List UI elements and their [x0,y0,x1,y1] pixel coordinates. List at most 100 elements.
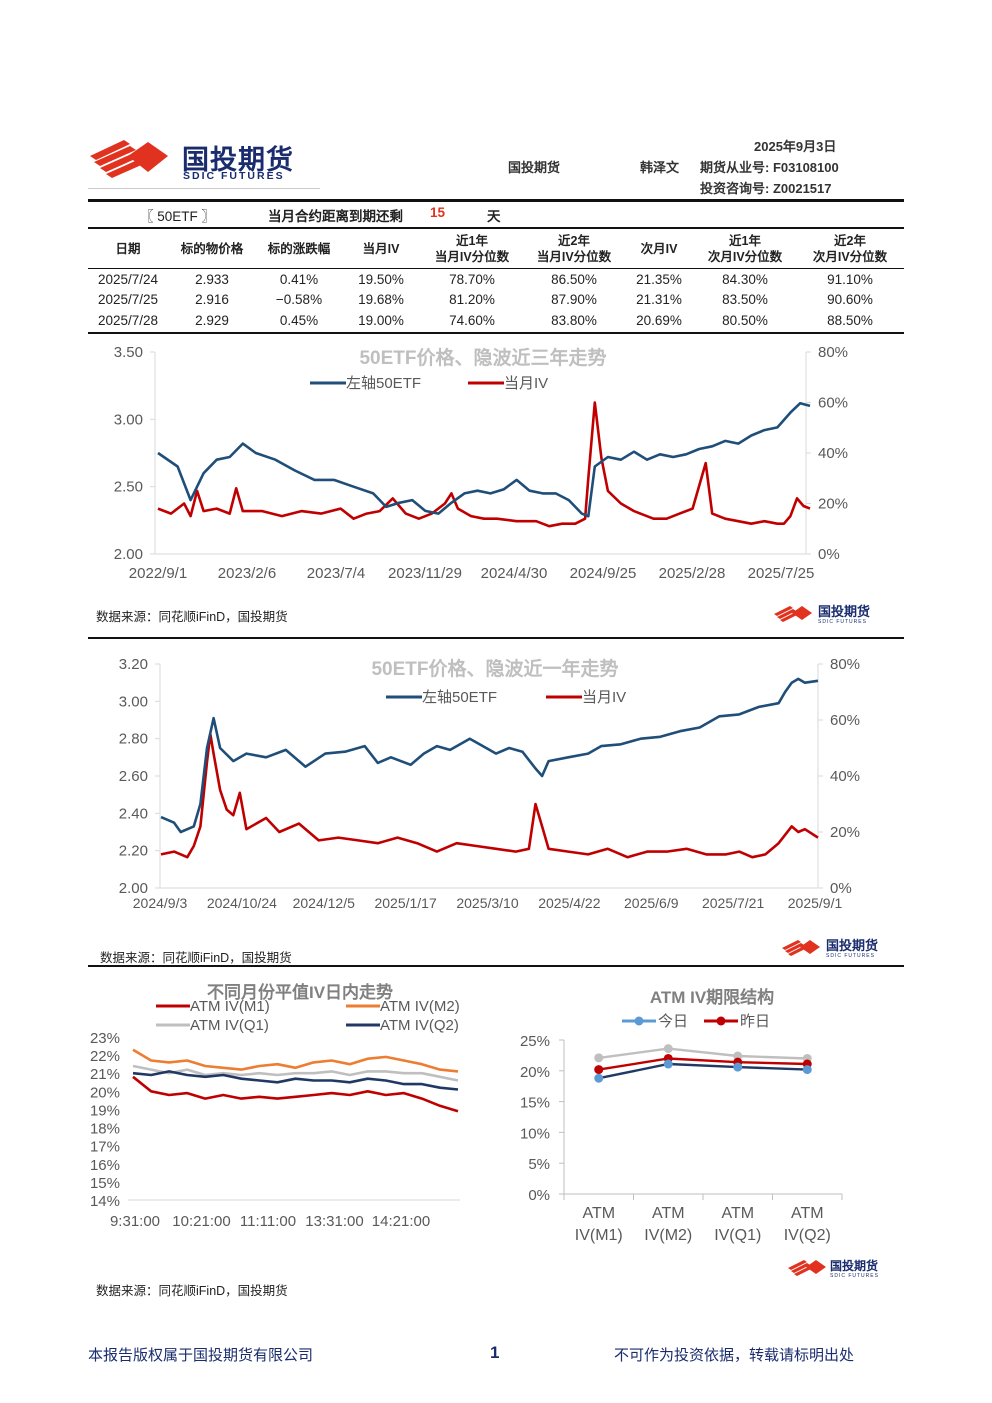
x-category-label: IV(M1) [575,1227,623,1244]
table-header-cell: 近2年 次月IV分位数 [796,230,904,269]
series-line [132,1070,459,1091]
data-point [802,1065,812,1075]
y-tick-label: 15% [520,1095,550,1112]
product-label: 〖 50ETF 〗 [140,209,216,224]
x-tick-label: 2024/9/3 [133,895,188,911]
company-name: 国投期货 [508,160,561,175]
chart-title: 不同月份平值IV日内走势 [207,982,393,1002]
x-tick-label: 2025/1/17 [374,895,436,911]
y-left-tick-label: 2.00 [119,880,148,897]
table-header-cell: 标的涨跌幅 [256,230,342,269]
table-cell: 2025/7/28 [97,312,159,328]
y-left-tick-label: 2.60 [119,768,148,785]
svg-text:SDIC FUTURES: SDIC FUTURES [830,1273,879,1278]
x-tick-label: 2025/7/21 [702,895,764,911]
footer-disclaimer: 不可作为投资依据，转载请标明出处 [614,1346,855,1364]
x-tick-label: 2025/7/25 [748,565,815,582]
svg-text:SDIC FUTURES: SDIC FUTURES [826,953,875,958]
table-header-cell: 标的物价格 [168,230,256,269]
logo-mark-icon [90,140,168,178]
y-tick-label: 22% [90,1048,120,1065]
x-category-label: IV(M2) [644,1227,692,1244]
data-point [733,1062,743,1072]
table-cell: 2.916 [195,292,229,308]
y-left-tick-label: 3.00 [114,411,143,428]
x-tick-label: 2022/9/1 [129,565,187,582]
y-right-tick-label: 0% [818,546,840,563]
legend-marker [716,1016,726,1026]
svg-text:国投期货: 国投期货 [826,938,878,953]
y-left-tick-label: 2.40 [119,805,148,822]
table-cell: 0.41% [279,271,319,287]
section-rule-2 [88,965,904,967]
y-right-tick-label: 0% [830,880,852,897]
legend-label: 今日 [658,1013,688,1030]
x-tick-label: 2023/7/4 [307,565,365,582]
table-cell: 88.50% [827,312,873,328]
logo-en: SDIC FUTURES [183,170,285,182]
x-tick-label: 2024/10/24 [207,895,277,911]
table-cell: 2025/7/25 [97,292,159,308]
analyst-name: 韩泽文 [640,160,680,175]
svg-text:国投期货: 国投期货 [830,1258,878,1273]
expiry-unit: 天 [487,209,501,224]
data-point [663,1059,673,1069]
legend-label: ATM IV(M2) [380,998,460,1015]
x-category-label: ATM [791,1205,824,1222]
x-category-label: IV(Q1) [714,1227,761,1244]
x-tick-label: 2024/4/30 [481,565,548,582]
data-point [594,1065,604,1075]
report-date: 2025年9月3日 [754,139,837,154]
table-cell: 91.10% [827,271,873,287]
mini-logo-2: 国投期货 SDIC FUTURES [780,936,900,963]
y-right-tick-label: 60% [818,395,848,412]
y-tick-label: 14% [90,1193,120,1210]
table-header-cell: 近1年 当月IV分位数 [420,230,524,269]
x-tick-label: 2025/6/9 [624,895,679,911]
y-left-tick-label: 2.00 [114,546,143,563]
table-cell: 90.60% [827,292,873,308]
legend-label: ATM IV(Q2) [380,1017,459,1034]
x-tick-label: 14:21:00 [372,1213,430,1230]
y-left-tick-label: 3.50 [114,344,143,361]
x-tick-label: 2023/11/29 [388,565,462,582]
table-cell: 2.929 [195,312,229,328]
logo-cn: 国投期货 [182,145,294,175]
x-category-label: ATM [721,1205,754,1222]
x-tick-label: 2024/12/5 [293,895,355,911]
y-tick-label: 19% [90,1102,120,1119]
y-right-tick-label: 20% [818,496,848,513]
y-right-tick-label: 20% [830,824,860,841]
source-note-1: 数据来源：同花顺iFinD，国投期货 [96,610,288,624]
y-tick-label: 20% [90,1084,120,1101]
y-tick-label: 0% [528,1187,550,1204]
header-rule [88,199,904,202]
x-category-label: ATM [582,1205,615,1222]
footer-copyright: 本报告版权属于国投期货有限公司 [88,1346,314,1364]
expiry-label: 当月合约距离到期还剩 [268,209,403,224]
license-futures: 期货从业号: F03108100 [700,160,839,175]
x-tick-label: 2025/9/1 [788,895,843,911]
data-point [594,1073,604,1083]
y-right-tick-label: 40% [830,768,860,785]
legend-marker [634,1016,644,1026]
table-cell: 19.00% [358,312,404,328]
y-left-tick-label: 2.80 [119,731,148,748]
section-rule-1 [88,637,904,639]
header-logo: 国投期货 SDIC FUTURES [86,128,318,188]
series-line-etf [160,677,819,834]
table-cell: 87.90% [551,292,597,308]
title-rule [88,227,904,229]
series-line [598,1057,808,1071]
table-row: 2025/7/25 2.916 −0.58% 19.68% 81.20% 87.90% 21… [88,290,904,311]
mini-logo-1: 国投期货 SDIC FUTURES [772,602,892,629]
table-cell: 19.50% [358,271,404,287]
expiry-days: 15 [430,205,446,220]
y-right-tick-label: 40% [818,445,848,462]
series-line-iv [160,732,819,859]
legend-label: ATM IV(Q1) [190,1017,269,1034]
series-line [132,1075,459,1113]
y-left-tick-label: 2.50 [114,479,143,496]
